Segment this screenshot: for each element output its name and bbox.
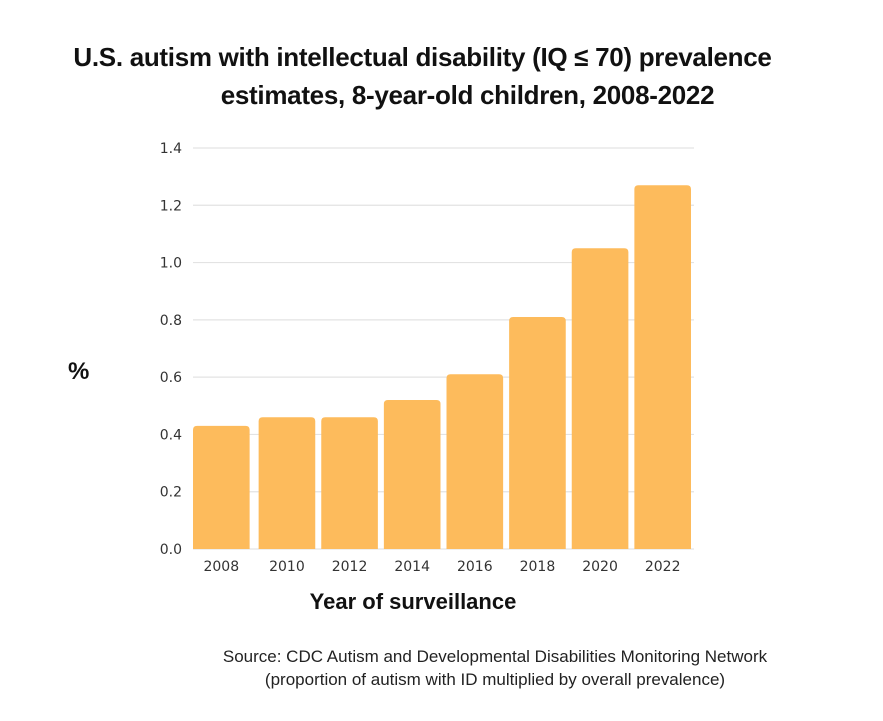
chart-title: U.S. autism with intellectual disability… [0,38,845,114]
bar-2014 [383,400,441,549]
y-tick-label: 0.0 [160,542,182,558]
y-tick-label: 0.8 [160,313,182,329]
x-tick-labels: 2008 2010 2012 2014 2016 2018 2020 2022 [203,559,680,575]
y-tick-labels: 0.0 0.2 0.4 0.6 0.8 1.0 1.2 1.4 [160,141,182,558]
bar-2010 [258,417,316,549]
y-tick-label: 1.0 [160,256,182,272]
x-axis-label: Year of surveillance [309,589,517,614]
x-tick-label: 2016 [457,559,493,575]
bar-2018 [509,316,566,549]
chart-title-line-2: estimates, 8-year-old children, 2008-202… [220,80,715,110]
y-tick-label: 0.2 [160,485,182,501]
bar-2008 [193,425,250,549]
x-tick-label: 2014 [394,559,430,575]
x-tick-label: 2008 [203,559,239,575]
bars [193,185,691,549]
y-axis-label: % [68,358,90,385]
bar-2012 [321,417,378,549]
x-tick-label: 2018 [520,559,556,575]
y-tick-label: 1.2 [160,198,182,214]
y-tick-label: 0.4 [160,427,182,443]
source-line-2: (proportion of autism with ID multiplied… [264,670,726,689]
chart-title-line-1: U.S. autism with intellectual disability… [73,42,772,72]
x-tick-label: 2010 [269,559,305,575]
x-tick-label: 2020 [582,559,618,575]
x-tick-label: 2012 [332,559,368,575]
y-tick-label: 0.6 [160,370,182,386]
bar-2020 [571,248,629,549]
source-note: Source: CDC Autism and Developmental Dis… [150,645,840,691]
source-line-1: Source: CDC Autism and Developmental Dis… [222,647,768,666]
bar-2016 [446,374,504,549]
x-tick-label: 2022 [645,559,681,575]
y-tick-label: 1.4 [160,141,182,157]
bar-2022 [634,185,691,549]
